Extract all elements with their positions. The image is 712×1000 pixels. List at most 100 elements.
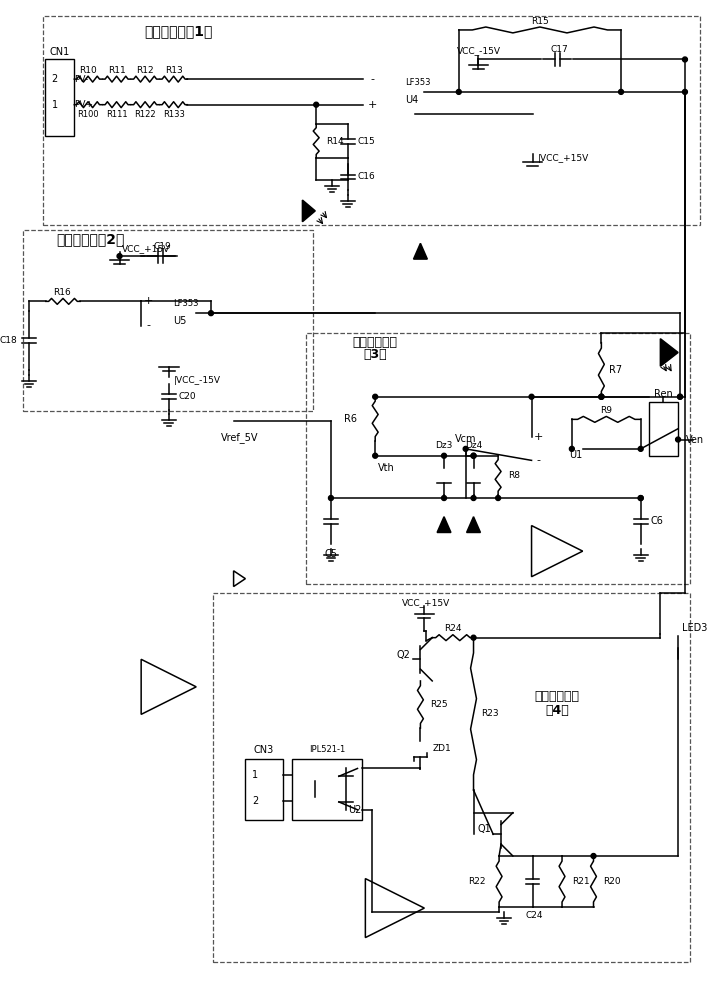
Text: Vref_5V: Vref_5V: [221, 432, 258, 443]
Text: PV-: PV-: [74, 75, 88, 84]
Text: Q1: Q1: [478, 824, 491, 834]
Text: C20: C20: [179, 392, 196, 401]
Text: R14: R14: [326, 137, 344, 146]
Text: 回滞比较电路: 回滞比较电路: [352, 336, 398, 349]
Text: LF353: LF353: [404, 78, 430, 87]
Circle shape: [441, 453, 446, 458]
Text: R20: R20: [603, 877, 621, 886]
Circle shape: [471, 496, 476, 500]
Circle shape: [441, 496, 446, 500]
Bar: [213, 593, 690, 962]
Text: ZD1: ZD1: [432, 744, 451, 753]
Text: R21: R21: [572, 877, 590, 886]
Text: 1: 1: [51, 100, 58, 110]
Text: U2: U2: [348, 805, 361, 815]
Text: |VCC_+15V: |VCC_+15V: [538, 154, 589, 163]
Text: R133: R133: [162, 110, 184, 119]
Bar: [292, 759, 362, 820]
Text: R15: R15: [531, 17, 549, 26]
Polygon shape: [466, 517, 481, 532]
Circle shape: [496, 496, 501, 500]
Text: LF353: LF353: [174, 299, 199, 308]
Text: -: -: [536, 455, 540, 465]
Bar: [649, 402, 678, 456]
Text: C19: C19: [154, 242, 172, 251]
Circle shape: [209, 311, 214, 316]
Text: |VCC_-15V: |VCC_-15V: [174, 376, 221, 385]
Text: R25: R25: [430, 700, 448, 709]
Polygon shape: [437, 517, 451, 532]
Circle shape: [638, 496, 643, 500]
Text: U1: U1: [569, 450, 582, 460]
Text: C18: C18: [0, 336, 17, 345]
Circle shape: [599, 394, 604, 399]
Text: R7: R7: [609, 365, 622, 375]
Bar: [43, 16, 700, 225]
Text: R10: R10: [79, 66, 97, 75]
Text: C17: C17: [550, 45, 568, 54]
Text: C24: C24: [525, 911, 543, 920]
Bar: [306, 333, 690, 584]
Text: R16: R16: [53, 288, 71, 297]
Circle shape: [570, 446, 575, 451]
Text: R9: R9: [600, 406, 612, 415]
Circle shape: [591, 854, 596, 858]
Text: （3）: （3）: [363, 348, 387, 361]
Text: C5: C5: [325, 549, 337, 559]
Circle shape: [314, 102, 319, 107]
Text: R13: R13: [164, 66, 182, 75]
Circle shape: [676, 437, 681, 442]
Circle shape: [638, 496, 643, 500]
Text: Dz3: Dz3: [435, 441, 453, 450]
Polygon shape: [303, 200, 315, 222]
Circle shape: [678, 394, 683, 399]
Text: R23: R23: [481, 709, 499, 718]
Circle shape: [117, 254, 122, 259]
Text: R100: R100: [77, 110, 99, 119]
Text: C16: C16: [357, 172, 375, 181]
Text: 2: 2: [252, 796, 258, 806]
Text: C6: C6: [651, 516, 664, 526]
Text: -: -: [146, 321, 150, 331]
Text: U4: U4: [404, 95, 418, 105]
Text: R12: R12: [136, 66, 154, 75]
Text: （4）: （4）: [545, 704, 569, 717]
Circle shape: [464, 446, 468, 451]
Circle shape: [529, 394, 534, 399]
Text: 2: 2: [51, 74, 58, 84]
Text: +: +: [367, 100, 377, 110]
Text: VCC_+15V: VCC_+15V: [122, 244, 169, 253]
Circle shape: [456, 89, 461, 94]
Circle shape: [471, 453, 476, 458]
Text: Vth: Vth: [378, 463, 395, 473]
Polygon shape: [414, 243, 427, 259]
Text: Q2: Q2: [397, 650, 411, 660]
Text: Ven: Ven: [686, 435, 704, 445]
Circle shape: [683, 57, 687, 62]
Circle shape: [638, 446, 643, 451]
Text: Vcm: Vcm: [455, 434, 476, 444]
Bar: [45, 59, 74, 136]
Text: Dz4: Dz4: [465, 441, 482, 450]
Text: R24: R24: [444, 624, 461, 633]
Circle shape: [678, 394, 683, 399]
Bar: [246, 759, 283, 820]
Text: 隔离驱动电路: 隔离驱动电路: [535, 690, 580, 703]
Circle shape: [373, 394, 377, 399]
Text: PV+: PV+: [74, 100, 93, 109]
Text: VCC_+15V: VCC_+15V: [402, 598, 451, 607]
Text: R22: R22: [468, 877, 486, 886]
Text: R111: R111: [106, 110, 127, 119]
Text: VCC_-15V: VCC_-15V: [456, 46, 501, 55]
Polygon shape: [660, 339, 678, 366]
Text: +: +: [534, 432, 543, 442]
Text: CN3: CN3: [254, 745, 274, 755]
Bar: [23, 230, 313, 411]
Circle shape: [619, 89, 624, 94]
Text: IPL521-1: IPL521-1: [309, 745, 345, 754]
Text: +: +: [143, 296, 153, 306]
Text: CN1: CN1: [49, 47, 70, 57]
Text: -: -: [370, 74, 375, 84]
Circle shape: [373, 453, 377, 458]
Circle shape: [471, 453, 476, 458]
